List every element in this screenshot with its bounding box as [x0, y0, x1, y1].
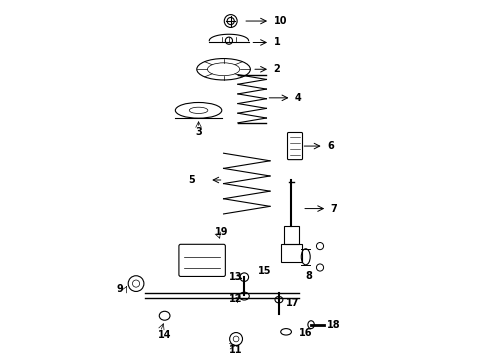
Text: 19: 19 — [215, 227, 228, 237]
Text: 2: 2 — [273, 64, 280, 74]
Text: 10: 10 — [273, 16, 287, 26]
Bar — [281, 244, 302, 262]
Text: 15: 15 — [258, 266, 271, 276]
Bar — [284, 226, 298, 244]
Text: 11: 11 — [229, 345, 243, 355]
Text: 9: 9 — [117, 284, 123, 294]
Text: 7: 7 — [331, 203, 338, 213]
Text: 13: 13 — [229, 272, 243, 282]
Text: 5: 5 — [188, 175, 195, 185]
Text: 16: 16 — [298, 328, 312, 338]
Text: 6: 6 — [327, 141, 334, 151]
Text: 17: 17 — [286, 298, 299, 308]
Text: 14: 14 — [157, 330, 171, 341]
Text: 1: 1 — [273, 37, 280, 48]
Text: 3: 3 — [195, 127, 202, 137]
Text: 4: 4 — [295, 93, 302, 103]
Text: 12: 12 — [229, 294, 243, 303]
Text: 18: 18 — [327, 320, 341, 330]
Text: 8: 8 — [306, 271, 313, 282]
